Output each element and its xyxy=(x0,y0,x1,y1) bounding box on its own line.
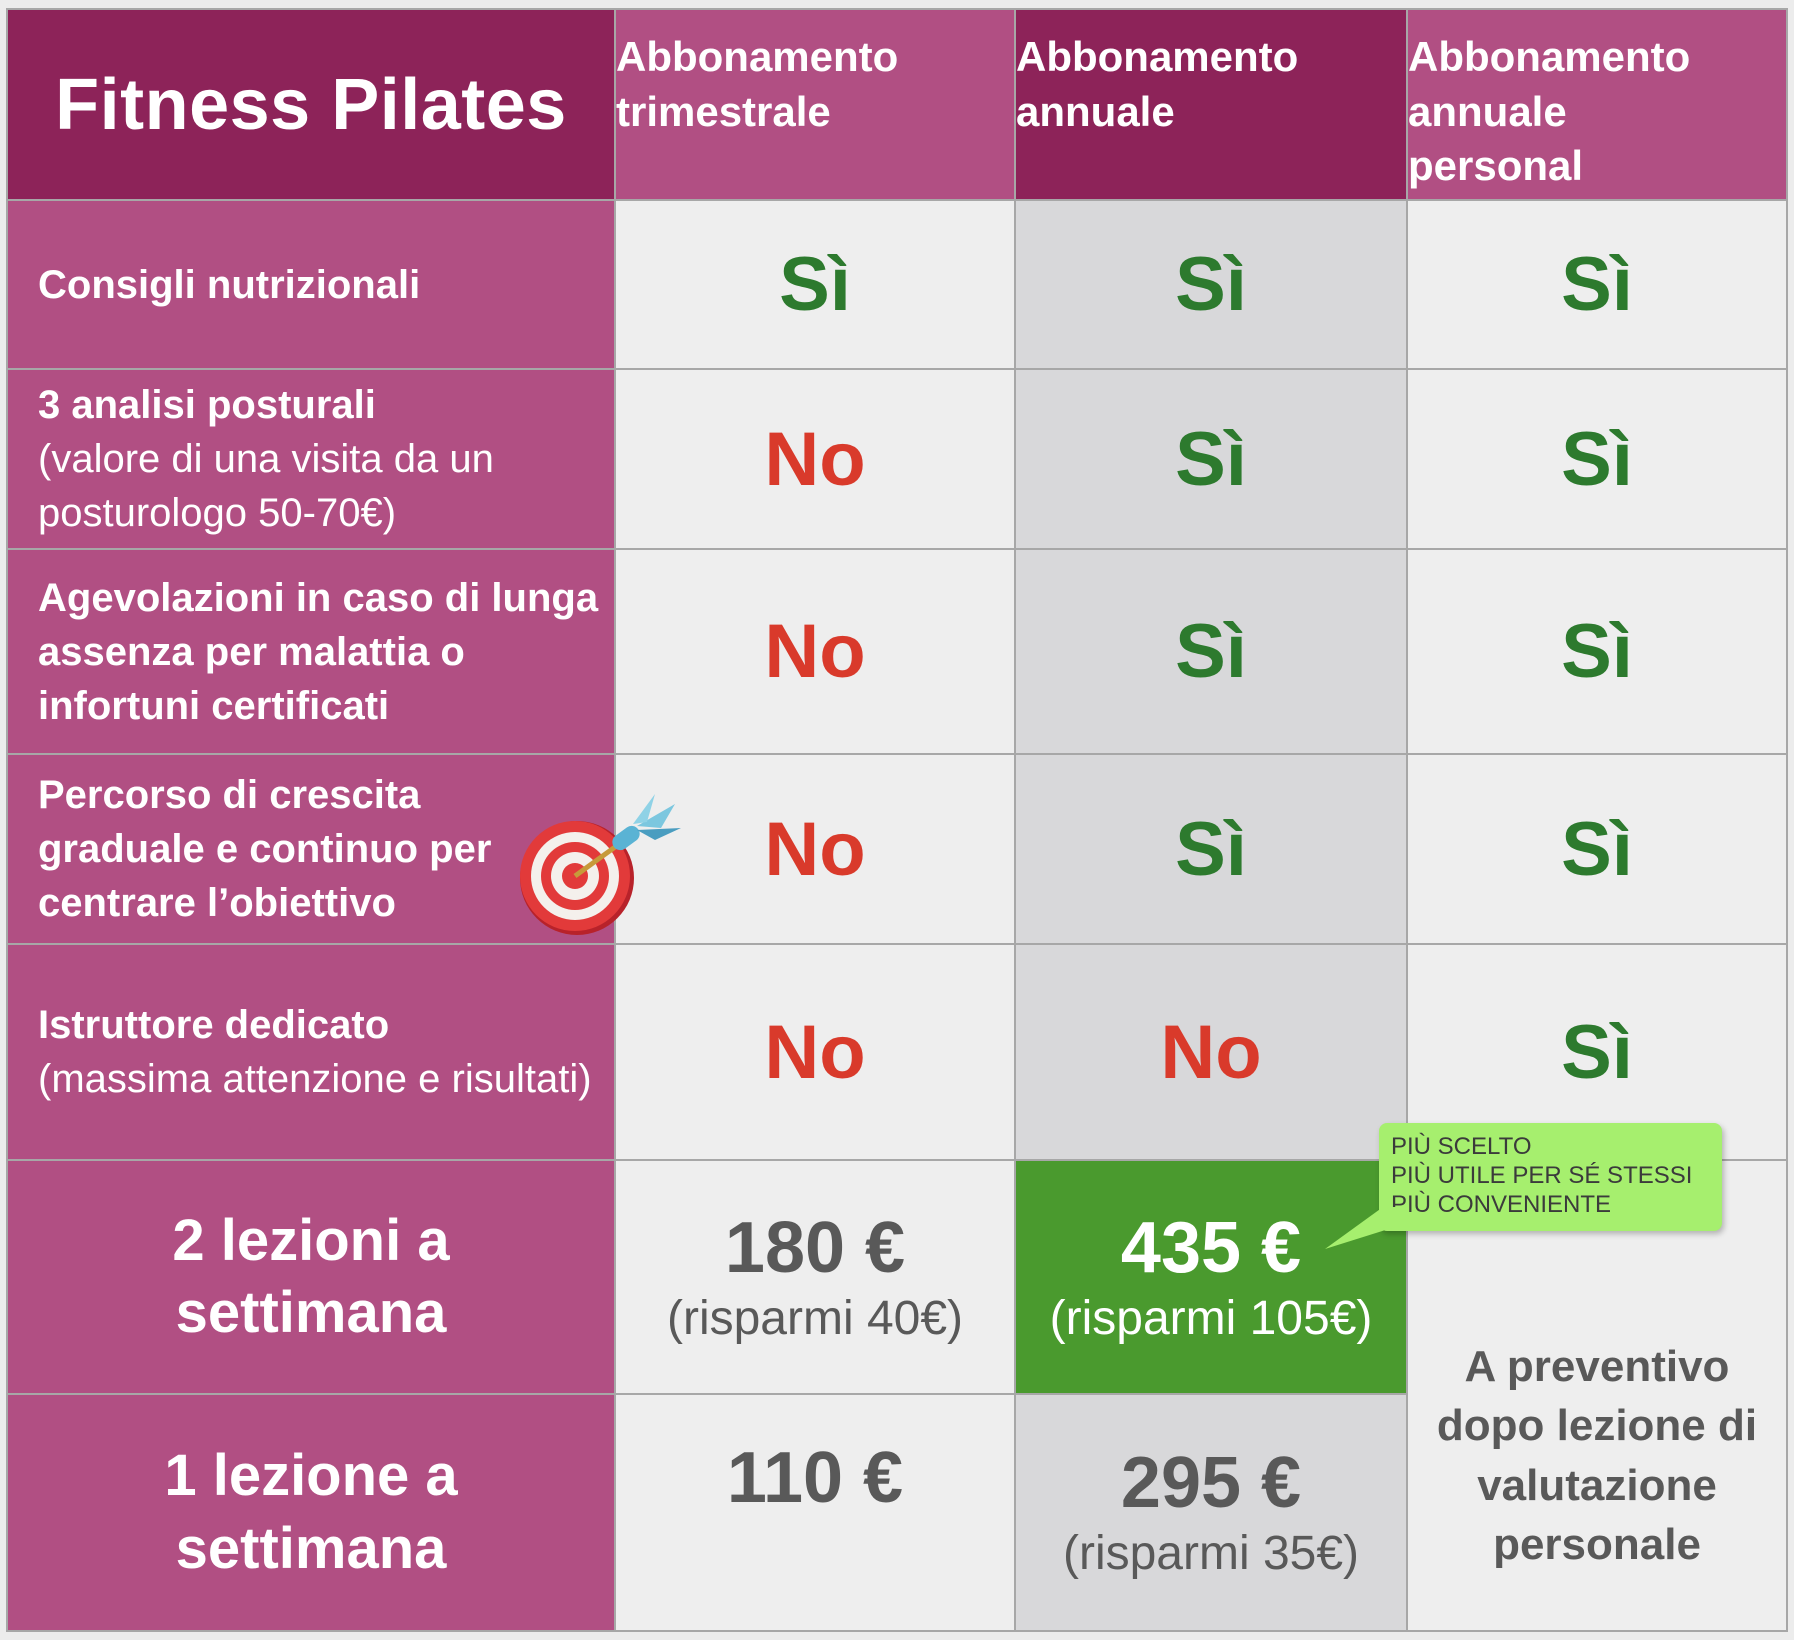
value-yes: Sì xyxy=(779,242,851,327)
feature-subtitle: (valore di una visita da un posturologo … xyxy=(38,437,494,535)
feature-label-growth: Percorso di crescita graduale e continuo… xyxy=(8,755,614,943)
plan-header-line: annuale xyxy=(1016,87,1175,135)
target-dart-icon xyxy=(520,794,681,935)
value-no: No xyxy=(764,416,866,502)
pricing-comparison-table: Fitness Pilates Abbonamento trimestrale … xyxy=(6,8,1788,1632)
price-amount: 435 € xyxy=(1120,1207,1302,1288)
feature-value: No xyxy=(616,550,1014,753)
quote-line: dopo lezione di xyxy=(1436,1401,1758,1451)
value-yes: Sì xyxy=(1175,416,1247,502)
badge-line: PIÙ UTILE PER SÉ STESSI xyxy=(1391,1161,1693,1189)
price-amount: 110 € xyxy=(726,1438,904,1518)
plan-header-line: personal xyxy=(1408,142,1584,190)
value-yes: Sì xyxy=(1175,609,1247,694)
price-label-line: 2 lezioni a xyxy=(172,1207,450,1273)
feature-value: No xyxy=(616,755,1014,943)
price-saving: (risparmi 40€) xyxy=(666,1291,964,1345)
feature-title: 3 analisi posturali xyxy=(38,383,376,427)
value-yes: Sì xyxy=(1561,806,1633,892)
plan-header-quarterly: Abbonamento trimestrale xyxy=(616,10,1014,199)
feature-value: Sì xyxy=(1016,370,1406,548)
value-no: No xyxy=(764,609,866,694)
price-label-line: settimana xyxy=(175,1280,447,1345)
feature-title: Consigli nutrizionali xyxy=(38,262,421,307)
price-row-label-two: 2 lezioni a settimana xyxy=(8,1161,614,1393)
plan-header-line: Abbonamento xyxy=(1408,33,1691,80)
plan-header-line: trimestrale xyxy=(616,87,831,135)
feature-title: Istruttore dedicato xyxy=(38,1003,390,1047)
feature-value: Sì xyxy=(616,201,1014,368)
quote-line: valutazione xyxy=(1477,1460,1717,1510)
feature-value: Sì xyxy=(1016,550,1406,753)
best-choice-badge: PIÙ SCELTO PIÙ UTILE PER SÉ STESSI PIÙ C… xyxy=(1379,1123,1722,1231)
value-yes: Sì xyxy=(1561,609,1633,694)
value-yes: Sì xyxy=(1175,806,1247,892)
feature-title: Agevolazioni in caso di lunga assenza pe… xyxy=(38,575,599,728)
feature-value: Sì xyxy=(1016,755,1406,943)
plan-header-personal: Abbonamento annuale personal xyxy=(1408,10,1786,199)
value-no: No xyxy=(764,1009,866,1095)
page-title: Fitness Pilates xyxy=(8,10,614,199)
plan-header-line: Abbonamento xyxy=(1016,33,1299,80)
value-yes: Sì xyxy=(1561,242,1633,327)
feature-value: Sì xyxy=(1408,370,1786,548)
price-label-line: settimana xyxy=(175,1515,447,1581)
feature-value: No xyxy=(616,370,1014,548)
price-annual-one: 295 € (risparmi 35€) xyxy=(1016,1395,1406,1630)
price-quarterly-two: 180 € (risparmi 40€) xyxy=(616,1161,1014,1393)
plan-header-line: annuale xyxy=(1408,87,1567,135)
price-quarterly-one: 110 € xyxy=(616,1395,1014,1630)
price-amount: 180 € xyxy=(724,1207,906,1288)
price-annual-two-highlight: 435 € (risparmi 105€) xyxy=(1016,1161,1406,1393)
personal-quote-note: A preventivo dopo lezione di valutazione… xyxy=(1408,1161,1786,1630)
value-no: No xyxy=(764,806,866,892)
feature-value: Sì xyxy=(1016,201,1406,368)
price-saving: (risparmi 105€) xyxy=(1049,1291,1373,1345)
feature-label-nutrition: Consigli nutrizionali xyxy=(8,201,614,368)
plan-header-annual: Abbonamento annuale xyxy=(1016,10,1406,199)
plan-header-line: Abbonamento xyxy=(616,33,899,80)
feature-value: No xyxy=(1016,945,1406,1159)
feature-subtitle: (massima attenzione e risultati) xyxy=(38,1057,592,1101)
feature-label-absence: Agevolazioni in caso di lunga assenza pe… xyxy=(8,550,614,753)
price-row-label-one: 1 lezione a settimana xyxy=(8,1395,614,1630)
badge-line: PIÙ SCELTO xyxy=(1391,1133,1532,1160)
feature-title: Percorso di crescita graduale e continuo… xyxy=(38,773,492,925)
value-yes: Sì xyxy=(1561,416,1633,502)
quote-line: A preventivo xyxy=(1464,1341,1730,1391)
feature-value: No xyxy=(616,945,1014,1159)
feature-value: Sì xyxy=(1408,201,1786,368)
badge-pointer xyxy=(1325,1207,1403,1249)
feature-label-instructor: Istruttore dedicato (massima attenzione … xyxy=(8,945,614,1159)
price-amount: 295 € xyxy=(1120,1443,1302,1524)
value-no: No xyxy=(1160,1009,1262,1095)
price-label-line: 1 lezione a xyxy=(164,1443,458,1508)
price-saving: (risparmi 35€) xyxy=(1062,1527,1360,1581)
quote-line: personale xyxy=(1493,1519,1701,1569)
feature-label-postural: 3 analisi posturali (valore di una visit… xyxy=(8,370,614,548)
badge-line: PIÙ CONVENIENTE xyxy=(1391,1190,1612,1218)
value-yes: Sì xyxy=(1175,242,1247,327)
feature-value: Sì xyxy=(1408,755,1786,943)
feature-value: Sì xyxy=(1408,550,1786,753)
value-yes: Sì xyxy=(1561,1009,1633,1095)
